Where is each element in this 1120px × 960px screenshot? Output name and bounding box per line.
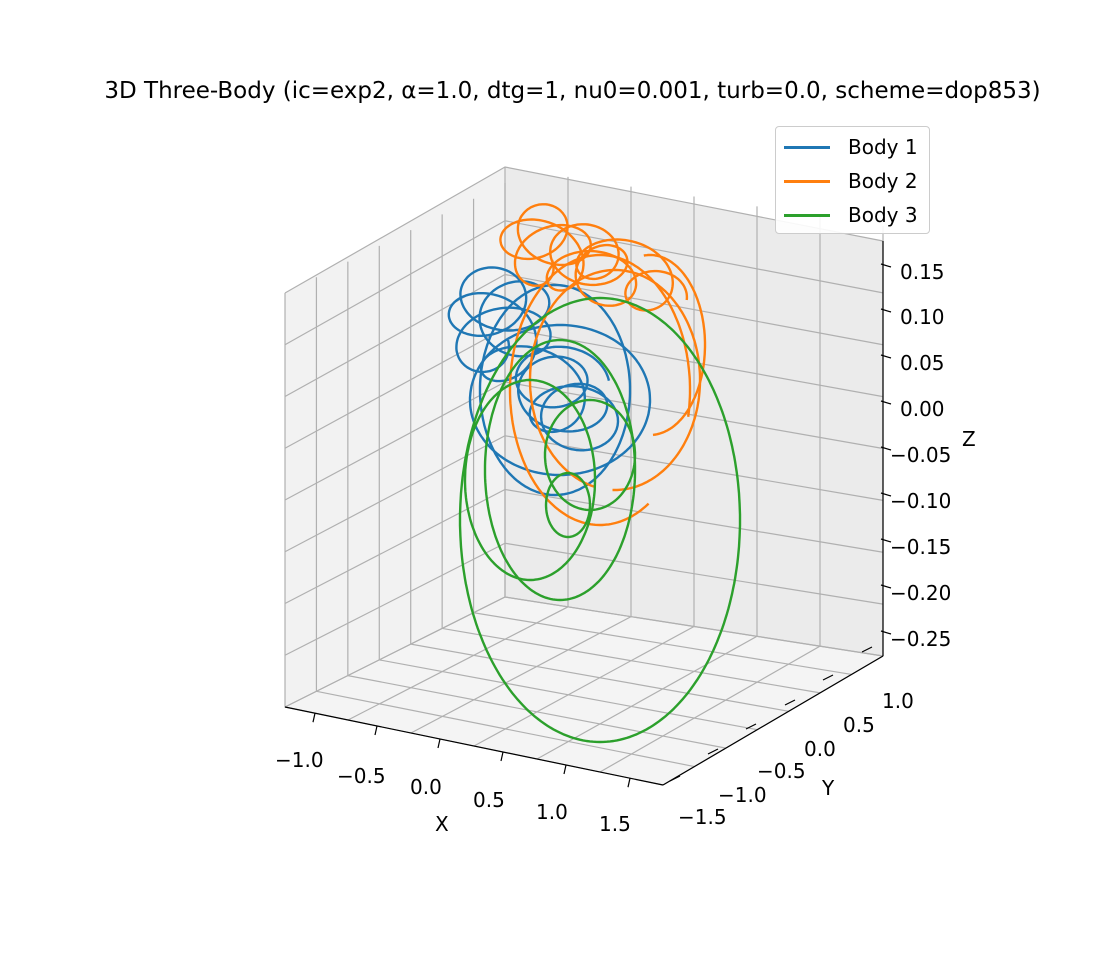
y-tick-label: −1.5 bbox=[678, 805, 727, 829]
z-tick-label: −0.25 bbox=[890, 627, 952, 651]
y-grid-line bbox=[410, 230, 789, 712]
z-tick-mark bbox=[880, 492, 892, 497]
z-tick-label: −0.10 bbox=[890, 489, 952, 513]
legend-label-body-2: Body 2 bbox=[848, 169, 918, 193]
legend-swatch-body-1 bbox=[784, 145, 830, 149]
z-tick-mark bbox=[880, 446, 892, 451]
y-axis-label: Y bbox=[822, 776, 835, 800]
y-tick-label: 1.0 bbox=[882, 689, 914, 713]
body-2-trajectory bbox=[499, 203, 689, 312]
legend-item-body-3: Body 3 bbox=[784, 202, 918, 228]
z-axis-label: Z bbox=[962, 427, 976, 451]
x-tick-label: −0.5 bbox=[337, 764, 386, 788]
z-tick-label: 0.00 bbox=[900, 397, 945, 421]
z-tick-label: 0.15 bbox=[900, 260, 945, 284]
body-3-trajectory bbox=[458, 296, 742, 744]
y-grid-line bbox=[347, 261, 726, 749]
z-tick-mark bbox=[880, 538, 892, 543]
y-tick-mark bbox=[707, 748, 719, 755]
y-tick-mark bbox=[861, 646, 873, 653]
x-axis-line bbox=[284, 706, 664, 786]
x-tick-mark bbox=[312, 713, 316, 723]
floor-pane bbox=[285, 597, 883, 785]
trajectories bbox=[447, 203, 742, 744]
z-tick-mark bbox=[880, 308, 892, 313]
z-tick-mark bbox=[880, 263, 892, 268]
body-3-trajectory bbox=[483, 338, 637, 602]
y-tick-mark bbox=[822, 674, 834, 681]
z-tick-label: 0.05 bbox=[900, 351, 945, 375]
z-tick-mark bbox=[880, 630, 892, 635]
z-tick-label: −0.15 bbox=[890, 535, 952, 559]
y-tick-label: −0.5 bbox=[757, 759, 806, 783]
z-tick-label: −0.20 bbox=[890, 581, 952, 605]
body-3-trajectory bbox=[544, 471, 592, 539]
y-grid-line bbox=[315, 277, 695, 768]
z-tick-mark bbox=[880, 584, 892, 589]
x-tick-label: 1.0 bbox=[536, 800, 568, 824]
y-tick-mark bbox=[784, 699, 796, 706]
x-tick-label: 1.5 bbox=[599, 812, 631, 836]
y-grid-line bbox=[378, 245, 758, 731]
legend: Body 1 Body 2 Body 3 bbox=[775, 126, 930, 234]
body-2-trajectory bbox=[643, 253, 707, 437]
left-pane bbox=[285, 167, 505, 707]
x-tick-mark bbox=[500, 751, 504, 762]
y-tick-label: 0.5 bbox=[843, 713, 875, 737]
y-tick-mark bbox=[745, 723, 757, 730]
y-tick-label: −1.0 bbox=[718, 783, 767, 807]
z-tick-mark bbox=[880, 354, 892, 359]
body-2-trajectory bbox=[528, 268, 702, 492]
legend-label-body-3: Body 3 bbox=[848, 203, 918, 227]
x-tick-mark bbox=[374, 725, 378, 736]
x-tick-label: −1.0 bbox=[275, 748, 324, 772]
x-tick-mark bbox=[563, 764, 567, 775]
chart-title: 3D Three-Body (ic=exp2, α=1.0, dtg=1, nu… bbox=[104, 78, 1041, 104]
legend-swatch-body-2 bbox=[784, 179, 830, 183]
y-grid-line bbox=[441, 214, 821, 694]
x-tick-label: 0.0 bbox=[410, 775, 442, 799]
x-axis-label: X bbox=[435, 812, 449, 836]
y-tick-mark bbox=[669, 775, 681, 782]
y-axis-line bbox=[662, 655, 884, 786]
x-tick-label: 0.5 bbox=[473, 788, 505, 812]
y-grid-line bbox=[504, 183, 884, 657]
z-tick-mark bbox=[880, 400, 892, 405]
axis-lines bbox=[284, 241, 892, 788]
z-tick-label: 0.10 bbox=[900, 305, 945, 329]
legend-item-body-1: Body 1 bbox=[784, 134, 918, 160]
x-tick-mark bbox=[437, 738, 441, 749]
legend-label-body-1: Body 1 bbox=[848, 135, 918, 159]
y-tick-label: 0.0 bbox=[804, 737, 836, 761]
legend-swatch-body-3 bbox=[784, 213, 830, 217]
x-tick-mark bbox=[627, 778, 631, 788]
z-tick-label: −0.05 bbox=[890, 443, 952, 467]
body-2-trajectory bbox=[508, 253, 692, 527]
body-3-trajectory bbox=[463, 378, 597, 582]
body-3-trajectory bbox=[543, 398, 637, 512]
legend-item-body-2: Body 2 bbox=[784, 168, 918, 194]
